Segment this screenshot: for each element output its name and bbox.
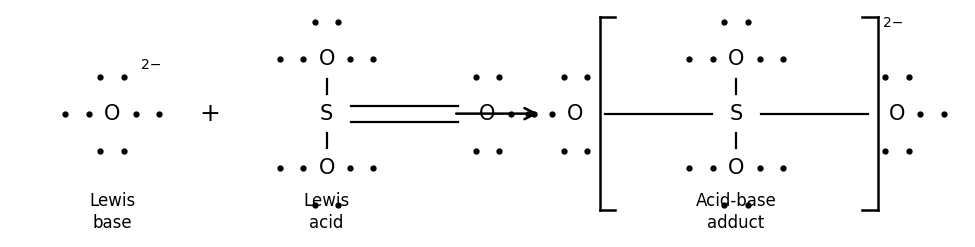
Text: O: O <box>319 49 334 69</box>
Text: O: O <box>728 158 744 178</box>
Text: O: O <box>319 158 334 178</box>
Text: S: S <box>320 104 333 124</box>
Text: O: O <box>567 104 583 124</box>
Text: Lewis
base: Lewis base <box>89 192 136 232</box>
Text: O: O <box>889 104 905 124</box>
Text: Lewis
acid: Lewis acid <box>303 192 350 232</box>
Text: O: O <box>728 49 744 69</box>
Text: S: S <box>729 104 743 124</box>
Text: O: O <box>480 104 495 124</box>
Text: +: + <box>199 102 220 126</box>
Text: 2−: 2− <box>141 58 162 72</box>
Text: Acid-base
adduct: Acid-base adduct <box>696 192 776 232</box>
Text: O: O <box>104 104 120 124</box>
Text: 2−: 2− <box>883 16 904 30</box>
